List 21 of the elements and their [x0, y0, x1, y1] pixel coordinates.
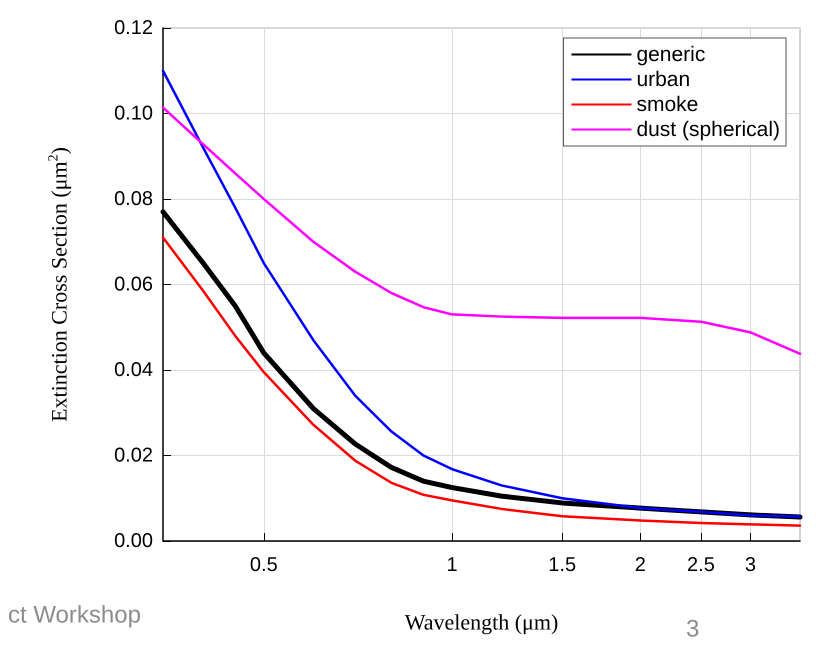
- x-tick-label: 0.5: [250, 554, 278, 576]
- x-tick-label: 2.5: [687, 554, 715, 576]
- x-tick-label: 1: [446, 554, 458, 576]
- y-tick-label: 0.04: [114, 359, 153, 381]
- y-tick-label: 0.08: [114, 188, 153, 210]
- x-axis-title: Wavelength (μm): [404, 610, 558, 634]
- y-tick-label: 0.02: [114, 444, 153, 466]
- text: ct Workshop: [8, 602, 141, 628]
- y-tick-label: 0.06: [114, 274, 153, 296]
- legend-label: urban: [636, 68, 690, 91]
- y-tick-label: 0.12: [114, 17, 153, 39]
- x-tick-label: 3: [744, 554, 756, 576]
- legend-label: dust (spherical): [636, 118, 780, 141]
- y-tick-label: 0.10: [114, 102, 153, 124]
- legend-label: generic: [636, 43, 706, 66]
- y-axis-title: Extinction Cross Section (μm2): [46, 147, 72, 422]
- y-tick-label: 0.00: [114, 530, 153, 552]
- text: 3: [686, 616, 700, 642]
- legend-label: smoke: [636, 93, 698, 116]
- x-tick-label: 1.5: [548, 554, 576, 576]
- x-tick-label: 2: [634, 554, 646, 576]
